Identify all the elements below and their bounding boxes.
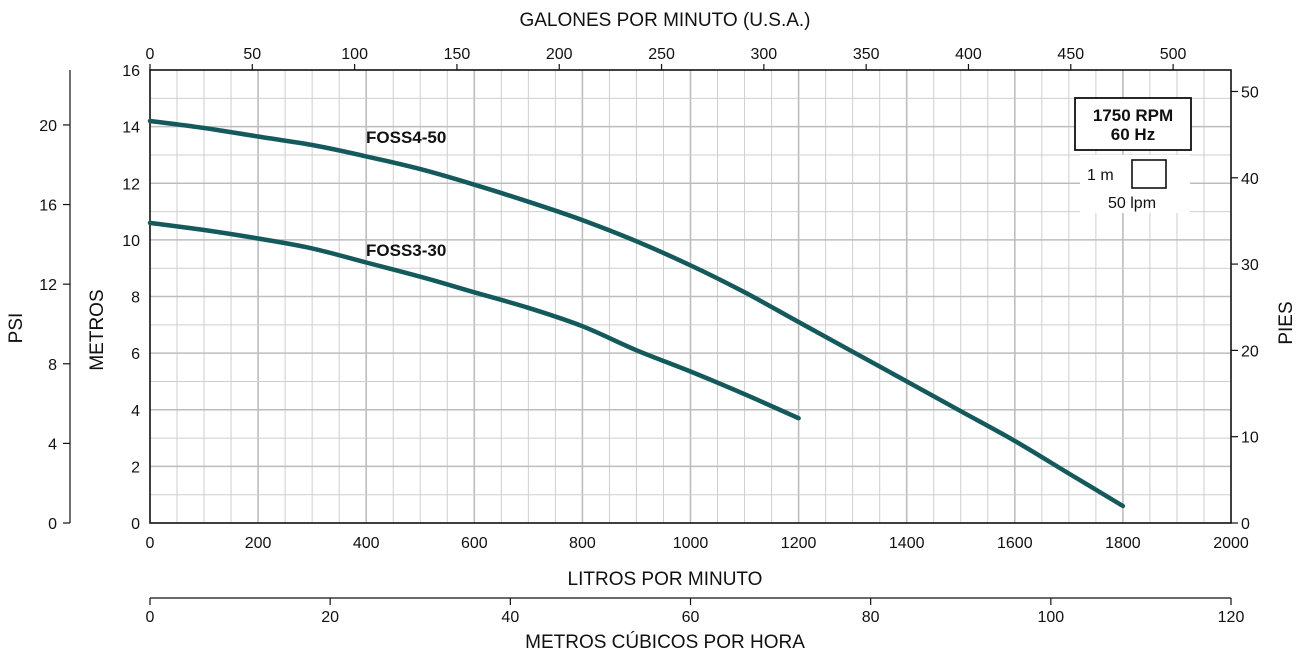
x-tick-label-m3h: 60	[682, 609, 700, 626]
x-tick-label-lpm: 200	[245, 535, 272, 552]
x-tick-label-lpm: 1000	[673, 535, 709, 552]
y-tick-label-pies: 10	[1241, 430, 1259, 447]
x-tick-label-gpm: 0	[146, 46, 155, 63]
grid-layer	[150, 70, 1231, 523]
x-tick-label-gpm: 200	[546, 46, 573, 63]
x-tick-label-lpm: 1600	[997, 535, 1033, 552]
y-tick-label-pies: 0	[1241, 516, 1250, 533]
rpm-label: 1750 RPM	[1093, 106, 1173, 125]
y-tick-label-psi: 8	[48, 357, 57, 374]
x-tick-label-m3h: 120	[1218, 609, 1245, 626]
y-tick-label-metros: 6	[131, 346, 140, 363]
x-tick-label-gpm: 400	[955, 46, 982, 63]
y-tick-label-pies: 20	[1241, 343, 1259, 360]
x-tick-label-lpm: 400	[353, 535, 380, 552]
x-tick-label-lpm: 600	[461, 535, 488, 552]
series-line-foss3-30	[147, 220, 801, 421]
y-tick-label-pies: 50	[1241, 84, 1259, 101]
y-tick-label-psi: 4	[48, 436, 57, 453]
bottom-axis-title: LITROS POR MINUTO	[568, 569, 763, 590]
x-tick-label-gpm: 150	[444, 46, 471, 63]
y-tick-label-psi: 16	[39, 198, 57, 215]
y-tick-label-psi: 12	[39, 277, 57, 294]
y-tick-label-pies: 40	[1241, 171, 1259, 188]
x-tick-label-m3h: 0	[146, 609, 155, 626]
series-label-foss3-30: FOSS3-30	[366, 241, 446, 260]
x-tick-label-lpm: 1800	[1105, 535, 1141, 552]
x-tick-label-m3h: 80	[862, 609, 880, 626]
y-tick-label-metros: 4	[131, 403, 140, 420]
x-tick-label-gpm: 100	[341, 46, 368, 63]
x-tick-label-lpm: 2000	[1213, 535, 1249, 552]
hz-label: 60 Hz	[1111, 125, 1155, 144]
x-tick-label-gpm: 50	[243, 46, 261, 63]
top-axis-title: GALONES POR MINUTO (U.S.A.)	[519, 10, 810, 31]
y-tick-label-psi: 0	[48, 516, 57, 533]
y-tick-label-metros: 0	[131, 516, 140, 533]
rpm-box	[1074, 97, 1192, 151]
left-axis-title-psi: PSI	[6, 313, 27, 344]
y-tick-label-pies: 30	[1241, 257, 1259, 274]
scale-square	[1131, 159, 1167, 189]
x-tick-label-m3h: 40	[501, 609, 519, 626]
y-tick-label-metros: 2	[131, 459, 140, 476]
x-tick-label-lpm: 0	[146, 535, 155, 552]
series-label-foss4-50: FOSS4-50	[366, 128, 446, 147]
bottom-secondary-axis-title: METROS CÚBICOS POR HORA	[525, 631, 805, 653]
left-axis-title-metros: METROS	[87, 289, 108, 370]
x-tick-label-lpm: 1400	[889, 535, 925, 552]
x-tick-label-lpm: 1200	[781, 535, 817, 552]
scale-label-50lpm: 50 lpm	[1108, 195, 1156, 212]
y-tick-label-metros: 8	[131, 290, 140, 307]
x-tick-label-gpm: 250	[648, 46, 675, 63]
info-box: 1750 RPM 60 Hz 1 m 50 lpm	[1074, 97, 1192, 213]
y-tick-label-metros: 10	[122, 233, 140, 250]
y-tick-label-metros: 16	[122, 63, 140, 80]
x-tick-label-gpm: 350	[853, 46, 880, 63]
x-tick-label-m3h: 20	[321, 609, 339, 626]
x-tick-label-lpm: 800	[569, 535, 596, 552]
scale-label-1m: 1 m	[1087, 167, 1114, 184]
plot-frame	[149, 69, 1232, 524]
y-tick-label-metros: 12	[122, 176, 140, 193]
right-axis-title-pies: PIES	[1276, 301, 1297, 344]
y-tick-label-psi: 20	[39, 118, 57, 135]
x-tick-label-gpm: 450	[1057, 46, 1084, 63]
y-tick-label-metros: 14	[122, 120, 140, 137]
x-tick-label-gpm: 500	[1160, 46, 1187, 63]
x-tick-label-m3h: 100	[1037, 609, 1064, 626]
info-box-bg	[1080, 155, 1190, 213]
curves-layer	[147, 118, 1126, 509]
x-tick-label-gpm: 300	[751, 46, 778, 63]
series-line-foss4-50	[147, 118, 1126, 509]
